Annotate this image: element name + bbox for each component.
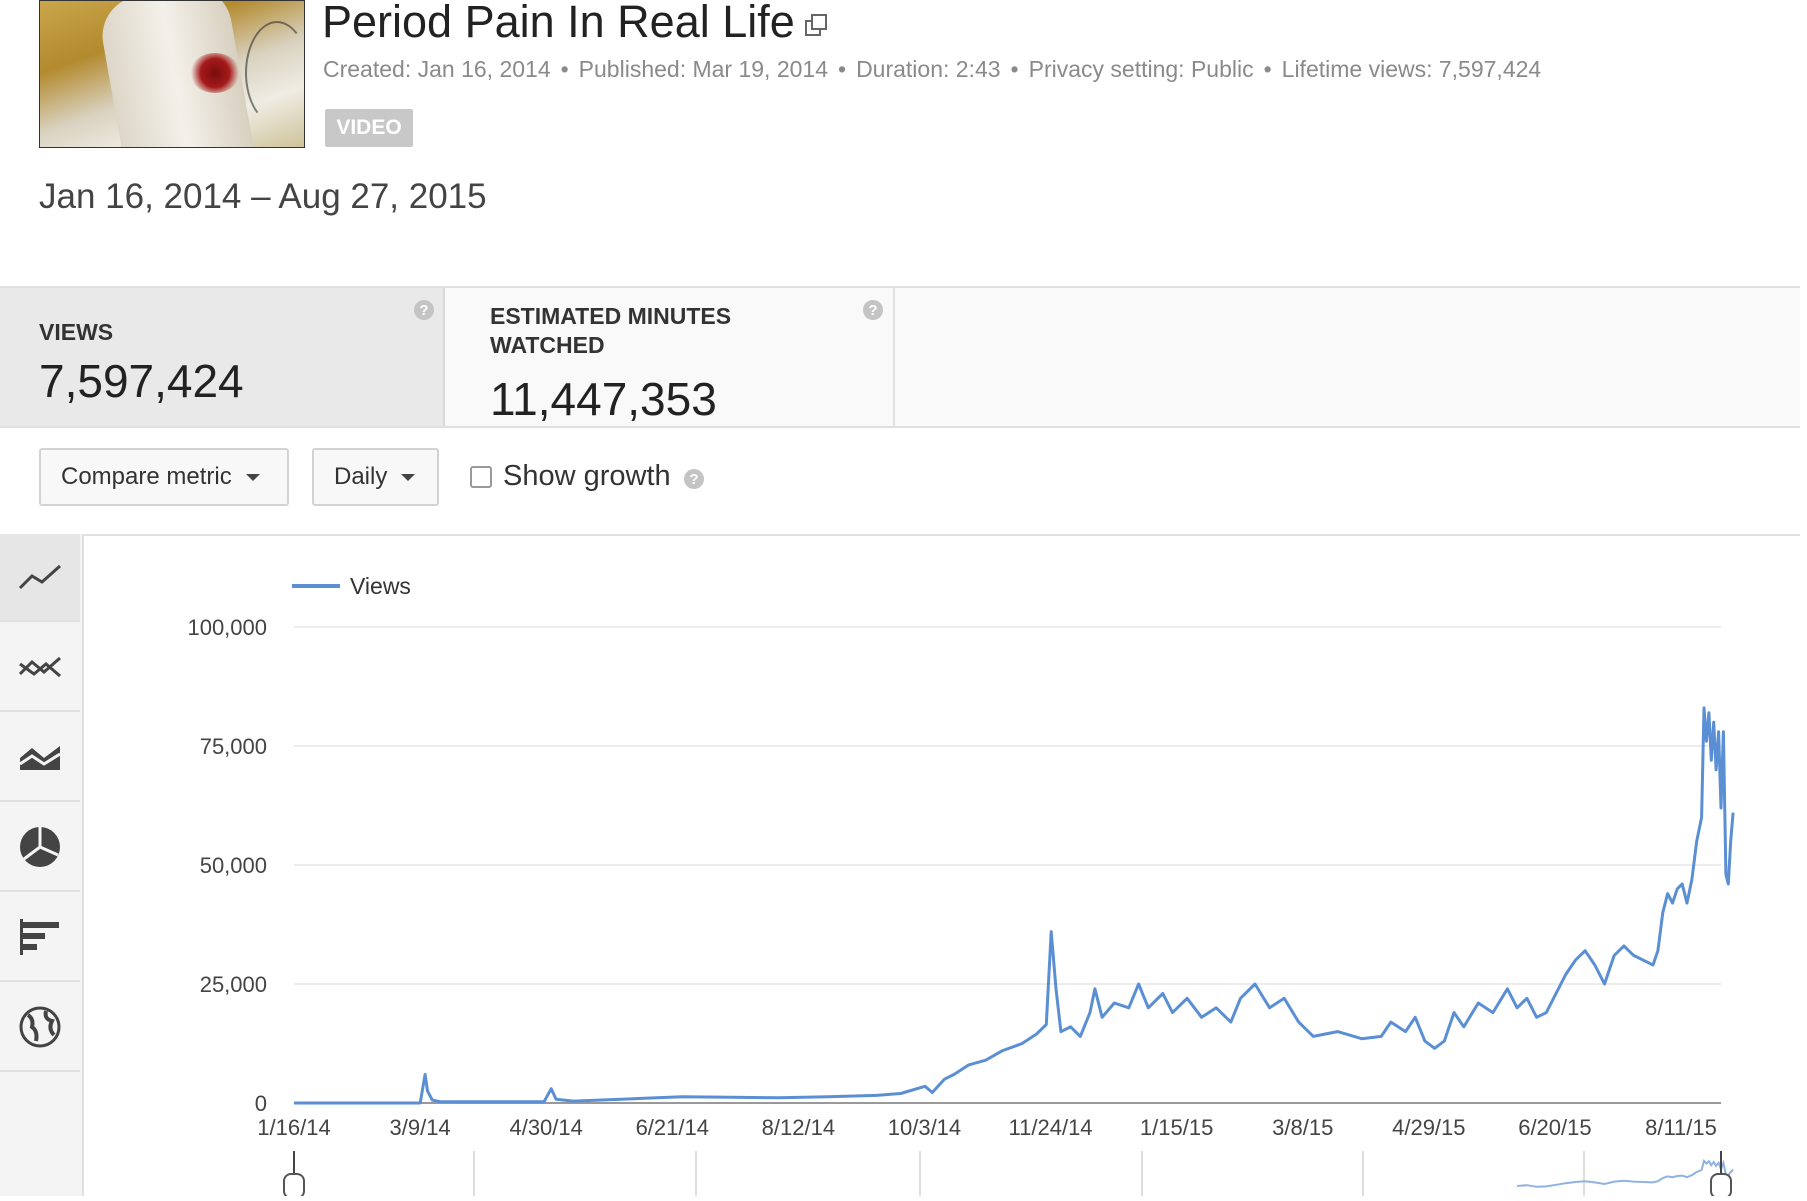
metrics-bar: VIEWS 7,597,424 ? ESTIMATED MINUTES WATC… <box>0 286 1800 428</box>
time-range-navigator[interactable] <box>283 1151 1734 1199</box>
thumbnail-cord <box>245 21 304 125</box>
x-tick-label: 10/3/14 <box>888 1115 961 1140</box>
chart-type-line[interactable] <box>0 534 80 622</box>
series-line-views[interactable] <box>294 706 1735 1105</box>
views-chart: Views 0 25,000 50,000 75,000 100,000 1/16/14… <box>84 534 1800 1199</box>
help-icon[interactable]: ? <box>414 300 434 320</box>
video-type-badge: VIDEO <box>325 109 413 147</box>
privacy-setting: Privacy setting: Public <box>1028 56 1254 82</box>
pie-chart-icon <box>20 827 60 867</box>
meta-separator: • <box>560 56 569 82</box>
chevron-down-icon <box>245 473 260 481</box>
chart-type-sidebar <box>0 534 84 1196</box>
chevron-down-icon <box>401 473 416 481</box>
metric-tab-views[interactable]: VIEWS 7,597,424 ? <box>0 288 445 426</box>
navigator-handle-left[interactable] <box>283 1173 305 1199</box>
lifetime-views: Lifetime views: 7,597,424 <box>1281 56 1542 82</box>
metric-label: VIEWS <box>39 319 114 345</box>
help-icon[interactable]: ? <box>684 469 704 489</box>
meta-separator: • <box>838 56 847 82</box>
x-tick-label: 1/15/15 <box>1140 1115 1213 1140</box>
interval-dropdown[interactable]: Daily <box>312 448 439 506</box>
x-tick-label: 11/24/14 <box>1009 1115 1093 1140</box>
x-tick-label: 6/21/14 <box>636 1115 709 1140</box>
video-title-link[interactable]: Period Pain In Real Life <box>322 0 827 48</box>
x-tick-label: 4/30/14 <box>509 1115 582 1140</box>
y-tick-label: 75,000 <box>200 734 267 759</box>
compare-metric-label: Compare metric <box>61 463 232 490</box>
line-chart-icon <box>18 564 61 590</box>
chart-type-stacked-area[interactable] <box>0 714 80 802</box>
thumbnail-stain <box>190 53 240 93</box>
published-date: Published: Mar 19, 2014 <box>578 56 828 82</box>
show-growth-label[interactable]: Show growth <box>503 460 671 492</box>
y-tick-label: 0 <box>255 1091 267 1116</box>
map-globe-icon <box>19 1006 61 1048</box>
show-growth-checkbox[interactable] <box>470 466 492 488</box>
x-tick-label: 4/29/15 <box>1392 1115 1465 1140</box>
navigator-handle-right[interactable] <box>1710 1173 1732 1199</box>
stacked-area-chart-icon <box>19 746 61 770</box>
meta-separator: • <box>1263 56 1272 82</box>
navigator-series <box>1517 1158 1734 1188</box>
video-meta: Created: Jan 16, 2014 • Published: Mar 19,… <box>323 56 1541 83</box>
y-tick-label: 25,000 <box>200 972 267 997</box>
video-thumbnail[interactable] <box>39 0 305 148</box>
x-tick-label: 8/11/15 <box>1645 1115 1717 1140</box>
metric-label: ESTIMATED MINUTES WATCHED <box>490 303 732 358</box>
help-icon[interactable]: ? <box>863 300 883 320</box>
bar-chart-icon <box>20 919 59 955</box>
chart-legend: Views <box>292 573 411 599</box>
x-tick-label: 6/20/15 <box>1518 1115 1591 1140</box>
meta-separator: • <box>1010 56 1019 82</box>
chart-type-pie[interactable] <box>0 804 80 892</box>
video-title[interactable]: Period Pain In Real Life <box>322 0 795 47</box>
duration: Duration: 2:43 <box>856 56 1001 82</box>
x-tick-label: 3/8/15 <box>1272 1115 1333 1140</box>
external-link-icon[interactable] <box>804 14 827 36</box>
chart-type-multiline[interactable] <box>0 624 80 712</box>
compare-metric-button[interactable]: Compare metric <box>39 448 289 506</box>
chart-svg[interactable]: Views 0 25,000 50,000 75,000 100,000 1/16/14… <box>84 534 1800 1199</box>
x-tick-label: 8/12/14 <box>762 1115 835 1140</box>
x-tick-label: 1/16/14 <box>257 1115 330 1140</box>
metric-value: 7,597,424 <box>39 355 244 407</box>
metric-tab-minutes-watched[interactable]: ESTIMATED MINUTES WATCHED 11,447,353 ? <box>445 288 895 426</box>
y-tick-label: 100,000 <box>187 615 267 640</box>
x-tick-label: 3/9/14 <box>390 1115 451 1140</box>
legend-label-views: Views <box>350 573 411 599</box>
chart-type-bar[interactable] <box>0 894 80 982</box>
interval-label: Daily <box>334 463 388 490</box>
multi-line-chart-icon <box>18 656 61 678</box>
chart-type-map[interactable] <box>0 984 80 1072</box>
y-tick-label: 50,000 <box>200 853 267 878</box>
created-date: Created: Jan 16, 2014 <box>323 56 551 82</box>
chart-controls: Compare metric Daily <box>0 424 1800 536</box>
metric-value: 11,447,353 <box>490 373 717 425</box>
date-range[interactable]: Jan 16, 2014 – Aug 27, 2015 <box>39 177 487 216</box>
